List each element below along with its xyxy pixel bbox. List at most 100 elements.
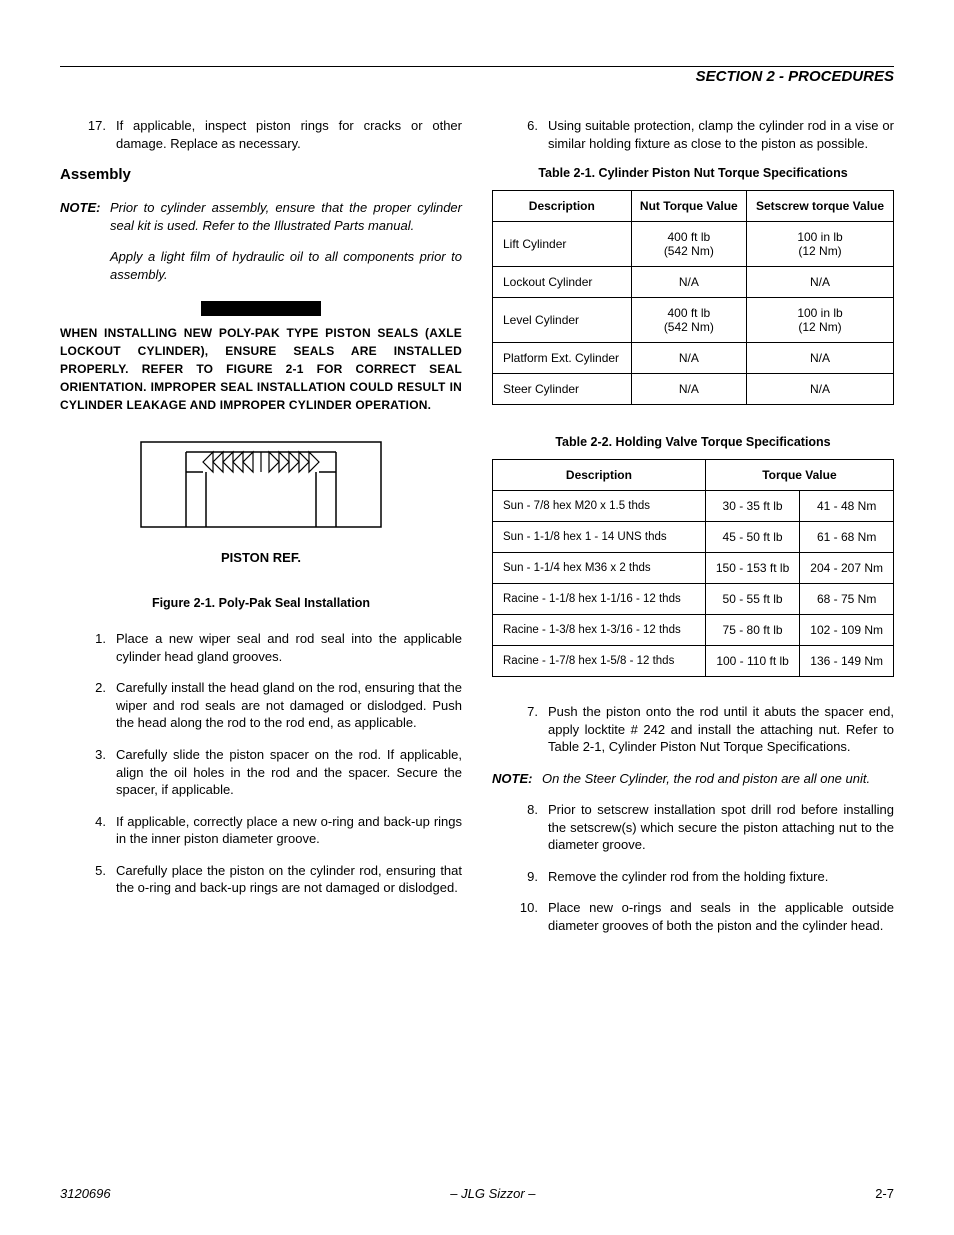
table-cell: N/A — [631, 267, 746, 298]
redacted-block — [201, 301, 321, 316]
table-header: Description — [493, 191, 632, 222]
svg-text:PISTON REF.: PISTON REF. — [221, 550, 301, 565]
table-cell: 100 in lb(12 Nm) — [747, 298, 894, 343]
table-row: Lockout CylinderN/AN/A — [493, 267, 894, 298]
list-item: 9.Remove the cylinder rod from the holdi… — [492, 868, 894, 886]
note-label: NOTE: — [60, 199, 110, 234]
left-column: 17. If applicable, inspect piston rings … — [60, 117, 462, 949]
table-row: Lift Cylinder400 ft lb(542 Nm)100 in lb(… — [493, 222, 894, 267]
item-number: 5. — [84, 862, 116, 897]
list-item: 7. Push the piston onto the rod until it… — [492, 703, 894, 756]
table-cell: N/A — [747, 374, 894, 405]
list-item: 3.Carefully slide the piston spacer on t… — [60, 746, 462, 799]
item-number: 1. — [84, 630, 116, 665]
item-text: If applicable, correctly place a new o-r… — [116, 813, 462, 848]
table-cell: N/A — [631, 374, 746, 405]
item-text: Carefully slide the piston spacer on the… — [116, 746, 462, 799]
table-row: Racine - 1-1/8 hex 1-1/16 - 12 thds50 - … — [493, 584, 894, 615]
table-row: Platform Ext. CylinderN/AN/A — [493, 343, 894, 374]
footer-left: 3120696 — [60, 1186, 111, 1201]
assembly-heading: Assembly — [60, 166, 462, 183]
table-cell: Steer Cylinder — [493, 374, 632, 405]
item-text: Carefully install the head gland on the … — [116, 679, 462, 732]
table-cell: 400 ft lb(542 Nm) — [631, 222, 746, 267]
list-item: 4.If applicable, correctly place a new o… — [60, 813, 462, 848]
note-text: Prior to cylinder assembly, ensure that … — [110, 199, 462, 234]
note-label: NOTE: — [492, 770, 542, 788]
footer-page-number: 2-7 — [875, 1186, 894, 1201]
two-column-layout: 17. If applicable, inspect piston rings … — [60, 117, 894, 949]
table-header: Description — [493, 460, 706, 491]
item-number: 10. — [516, 899, 548, 934]
item-number: 2. — [84, 679, 116, 732]
table-cell: Level Cylinder — [493, 298, 632, 343]
page-footer: 3120696 – JLG Sizzor – 2-7 — [60, 1186, 894, 1201]
table-header: Torque Value — [705, 460, 893, 491]
table-row: Sun - 1-1/8 hex 1 - 14 UNS thds45 - 50 f… — [493, 522, 894, 553]
section-title: SECTION 2 - PROCEDURES — [696, 68, 894, 85]
item-number: 7. — [516, 703, 548, 756]
table-cell: Racine - 1-3/8 hex 1-3/16 - 12 thds — [493, 615, 706, 646]
list-item: 17. If applicable, inspect piston rings … — [60, 117, 462, 152]
list-item: 1.Place a new wiper seal and rod seal in… — [60, 630, 462, 665]
table-cell: 100 - 110 ft lb — [705, 646, 799, 677]
table-row: Level Cylinder400 ft lb(542 Nm)100 in lb… — [493, 298, 894, 343]
table-caption: Table 2-1. Cylinder Piston Nut Torque Sp… — [492, 166, 894, 180]
table-2-1: DescriptionNut Torque ValueSetscrew torq… — [492, 190, 894, 405]
seal-diagram-icon: PISTON REF. — [131, 432, 391, 582]
item-text: Using suitable protection, clamp the cyl… — [548, 117, 894, 152]
list-item: 2.Carefully install the head gland on th… — [60, 679, 462, 732]
list-item: 8.Prior to setscrew installation spot dr… — [492, 801, 894, 854]
table-cell: Lift Cylinder — [493, 222, 632, 267]
table-cell: 75 - 80 ft lb — [705, 615, 799, 646]
item-number: 6. — [516, 117, 548, 152]
table-cell: 61 - 68 Nm — [800, 522, 894, 553]
header-rule — [60, 66, 894, 67]
figure-2-1: PISTON REF. — [60, 432, 462, 582]
table-cell: Platform Ext. Cylinder — [493, 343, 632, 374]
list-item: 5.Carefully place the piston on the cyli… — [60, 862, 462, 897]
table-cell: 30 - 35 ft lb — [705, 491, 799, 522]
table-cell: Sun - 7/8 hex M20 x 1.5 thds — [493, 491, 706, 522]
table-row: Racine - 1-3/8 hex 1-3/16 - 12 thds75 - … — [493, 615, 894, 646]
item-number: 8. — [516, 801, 548, 854]
note-text: On the Steer Cylinder, the rod and pisto… — [542, 770, 894, 788]
table-cell: N/A — [747, 343, 894, 374]
table-row: Racine - 1-7/8 hex 1-5/8 - 12 thds100 - … — [493, 646, 894, 677]
table-cell: 150 - 153 ft lb — [705, 553, 799, 584]
table-cell: 136 - 149 Nm — [800, 646, 894, 677]
figure-caption: Figure 2-1. Poly-Pak Seal Installation — [60, 596, 462, 610]
note-text: Apply a light film of hydraulic oil to a… — [110, 248, 462, 283]
note-block: NOTE: On the Steer Cylinder, the rod and… — [492, 770, 894, 788]
table-row: Steer CylinderN/AN/A — [493, 374, 894, 405]
table-row: Sun - 1-1/4 hex M36 x 2 thds150 - 153 ft… — [493, 553, 894, 584]
item-number: 4. — [84, 813, 116, 848]
item-number: 3. — [84, 746, 116, 799]
note-block: NOTE: Prior to cylinder assembly, ensure… — [60, 199, 462, 234]
table-cell: Sun - 1-1/4 hex M36 x 2 thds — [493, 553, 706, 584]
table-cell: 400 ft lb(542 Nm) — [631, 298, 746, 343]
right-column: 6. Using suitable protection, clamp the … — [492, 117, 894, 949]
item-text: Remove the cylinder rod from the holding… — [548, 868, 894, 886]
table-row: Sun - 7/8 hex M20 x 1.5 thds30 - 35 ft l… — [493, 491, 894, 522]
table-cell: 204 - 207 Nm — [800, 553, 894, 584]
table-cell: 41 - 48 Nm — [800, 491, 894, 522]
item-text: If applicable, inspect piston rings for … — [116, 117, 462, 152]
table-cell: Sun - 1-1/8 hex 1 - 14 UNS thds — [493, 522, 706, 553]
table-caption: Table 2-2. Holding Valve Torque Specific… — [492, 435, 894, 449]
item-number: 17. — [84, 117, 116, 152]
table-cell: N/A — [747, 267, 894, 298]
warning-text: WHEN INSTALLING NEW POLY-PAK TYPE PISTON… — [60, 324, 462, 414]
table-2-2: DescriptionTorque Value Sun - 7/8 hex M2… — [492, 459, 894, 677]
list-item: 10.Place new o-rings and seals in the ap… — [492, 899, 894, 934]
table-cell: Racine - 1-7/8 hex 1-5/8 - 12 thds — [493, 646, 706, 677]
item-text: Place a new wiper seal and rod seal into… — [116, 630, 462, 665]
table-cell: 45 - 50 ft lb — [705, 522, 799, 553]
footer-center: – JLG Sizzor – — [450, 1186, 535, 1201]
list-item: 6. Using suitable protection, clamp the … — [492, 117, 894, 152]
table-cell: Racine - 1-1/8 hex 1-1/16 - 12 thds — [493, 584, 706, 615]
item-text: Prior to setscrew installation spot dril… — [548, 801, 894, 854]
item-text: Place new o-rings and seals in the appli… — [548, 899, 894, 934]
table-header: Nut Torque Value — [631, 191, 746, 222]
table-cell: 68 - 75 Nm — [800, 584, 894, 615]
